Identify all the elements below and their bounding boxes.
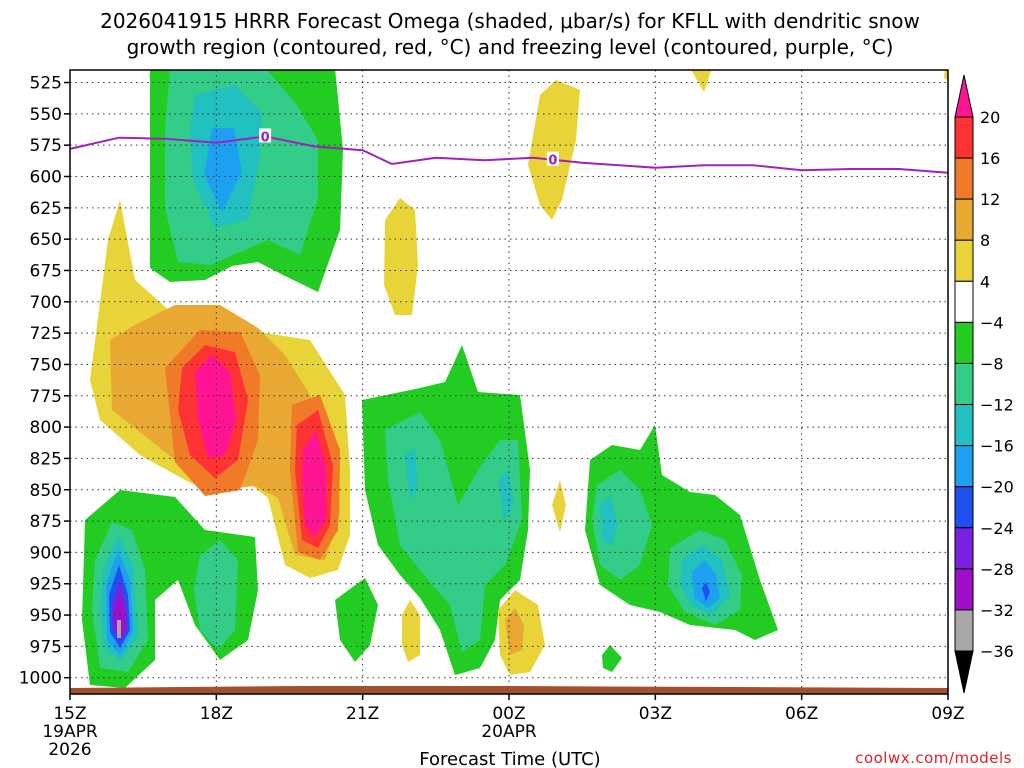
colorbar-band-3 xyxy=(954,198,974,241)
omega-shading xyxy=(82,70,948,688)
omega-center-mid xyxy=(385,412,522,652)
y-tick-label-700: 700 xyxy=(30,293,62,313)
y-tick-label-975: 975 xyxy=(30,637,62,657)
colorbar-band-11 xyxy=(954,527,974,570)
omega-lowleft-28 xyxy=(114,595,125,638)
freezing-level-labels: 00 xyxy=(259,128,559,169)
freezing-level-label-1: 0 xyxy=(261,130,270,145)
colorbar-band-1 xyxy=(954,116,974,159)
x-tick-label-18Z: 18Z xyxy=(200,704,233,724)
y-tick-label-625: 625 xyxy=(30,199,62,219)
omega-right-inner-a xyxy=(600,495,618,545)
omega-yellow-right-edge xyxy=(944,70,948,80)
omega-upper-ascent-core xyxy=(204,128,242,212)
omega-yellow-small-center xyxy=(552,480,566,532)
colorbar-label-13: −36 xyxy=(980,642,1014,661)
colorbar-band-8 xyxy=(954,404,974,447)
chart-title-line2: growth region (contoured, red, °C) and f… xyxy=(127,35,894,59)
y-tick-label-825: 825 xyxy=(30,449,62,469)
omega-center-inner-b xyxy=(498,470,514,520)
x-tick-label-21Z: 21Z xyxy=(346,704,379,724)
y-tick-label-875: 875 xyxy=(30,512,62,532)
omega-orange-blob-lower-b xyxy=(505,608,524,655)
y-axis-tick-labels: 525 550 575 600 625 650 675 700 725 750 775 800 825 8… xyxy=(19,74,70,689)
y-tick-label-1000: 1000 xyxy=(19,669,62,689)
x-tick-date-15Z: 19APR xyxy=(42,722,98,742)
omega-lowleft-core xyxy=(117,620,121,638)
y-tick-label-775: 775 xyxy=(30,387,62,407)
colorbar-label-0: 20 xyxy=(980,108,1000,127)
colorbar-band-4 xyxy=(954,239,974,282)
colorbar-band-10 xyxy=(954,486,974,529)
chart-title-line1: 2026041915 HRRR Forecast Omega (shaded, … xyxy=(100,9,920,33)
y-tick-label-900: 900 xyxy=(30,543,62,563)
y-tick-label-650: 650 xyxy=(30,230,62,250)
omega-green-blob-lower-a xyxy=(335,578,378,662)
colorbar-band-6 xyxy=(954,321,974,364)
y-tick-label-850: 850 xyxy=(30,481,62,501)
colorbar-band-13 xyxy=(954,609,974,652)
omega-lowleft-small-teal xyxy=(194,540,238,650)
colorbar-band-5 xyxy=(954,280,974,323)
colorbar-label-12: −32 xyxy=(980,601,1014,620)
colorbar-bottom-arrow xyxy=(954,650,974,694)
colorbar-label-4: 4 xyxy=(980,272,990,291)
omega-center-inner-a xyxy=(405,448,418,500)
omega-subsidence-core-b xyxy=(302,430,326,537)
y-tick-label-600: 600 xyxy=(30,168,62,188)
omega-colorbar: 20 16 12 8 4 −4 −8 −12 −16 −20 −24 −28 −32 −36 xyxy=(954,74,1014,694)
y-tick-label-550: 550 xyxy=(30,105,62,125)
x-tick-label-06Z: 06Z xyxy=(785,704,818,724)
y-tick-label-800: 800 xyxy=(30,418,62,438)
x-tick-year-15Z: 2026 xyxy=(48,740,91,760)
source-credit: coolwx.com/models xyxy=(855,749,1012,767)
omega-yellow-upper-right xyxy=(528,80,580,220)
y-tick-label-725: 725 xyxy=(30,324,62,344)
colorbar-top-arrow xyxy=(954,74,974,118)
colorbar-label-8: −16 xyxy=(980,437,1014,456)
colorbar-label-5: −4 xyxy=(980,313,1004,332)
x-axis-label: Forecast Time (UTC) xyxy=(419,749,600,768)
colorbar-band-2 xyxy=(954,157,974,200)
ground-surface-strip xyxy=(70,686,948,694)
x-tick-label-00Z: 00Z xyxy=(492,704,525,724)
colorbar-label-7: −12 xyxy=(980,396,1014,415)
x-tick-label-03Z: 03Z xyxy=(639,704,672,724)
omega-right-20 xyxy=(702,582,710,602)
y-tick-label-750: 750 xyxy=(30,355,62,375)
y-tick-label-675: 675 xyxy=(30,261,62,281)
colorbar-label-11: −28 xyxy=(980,560,1014,579)
y-tick-label-950: 950 xyxy=(30,606,62,626)
colorbar-label-3: 8 xyxy=(980,231,990,250)
colorbar-label-9: −20 xyxy=(980,478,1014,497)
colorbar-label-10: −24 xyxy=(980,519,1014,538)
colorbar-band-7 xyxy=(954,362,974,406)
colorbar-band-9 xyxy=(954,445,974,488)
omega-yellow-blob-lower-a xyxy=(402,600,420,662)
freezing-level-label-2: 0 xyxy=(548,154,557,169)
y-tick-label-925: 925 xyxy=(30,575,62,595)
colorbar-label-2: 12 xyxy=(980,190,1000,209)
x-tick-label-09Z: 09Z xyxy=(931,704,964,724)
freezing-label-bg xyxy=(546,151,559,166)
omega-yellow-mid-small xyxy=(384,198,418,315)
freezing-label-bg xyxy=(259,128,272,143)
omega-green-blob-lower-c xyxy=(602,645,622,672)
omega-subsidence-core-a xyxy=(195,355,236,458)
colorbar-band-12 xyxy=(954,568,974,611)
colorbar-label-6: −8 xyxy=(980,354,1004,373)
y-tick-label-525: 525 xyxy=(30,74,62,94)
omega-yellow-top-corner xyxy=(691,70,712,92)
colorbar-label-1: 16 xyxy=(980,149,1000,168)
y-tick-label-575: 575 xyxy=(30,136,62,156)
x-tick-date-00Z: 20APR xyxy=(481,722,537,742)
grid-lines xyxy=(69,70,949,694)
x-tick-label-15Z: 15Z xyxy=(53,704,86,724)
freezing-level-line xyxy=(69,135,949,174)
